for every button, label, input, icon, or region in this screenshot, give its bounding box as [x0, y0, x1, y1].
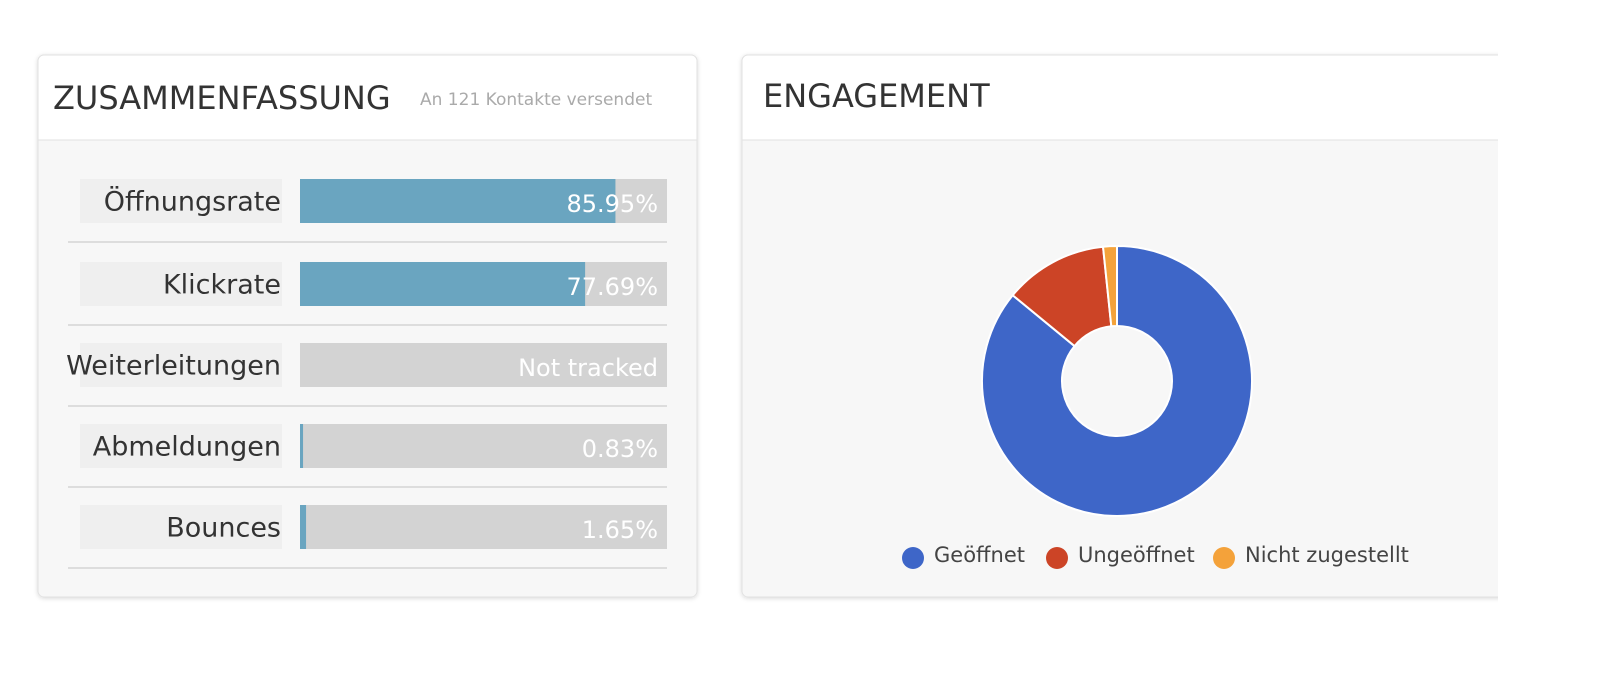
bar-value-label: Not tracked — [518, 354, 658, 382]
legend-label: Nicht zugestellt — [1245, 543, 1409, 567]
label-box — [80, 424, 282, 468]
label-box — [80, 179, 282, 223]
bar — [300, 424, 304, 468]
panel-title: ZUSAMMENFASSUNG — [53, 79, 391, 117]
bar — [300, 179, 616, 223]
legend-dot — [1213, 547, 1235, 569]
row-label: Klickrate — [163, 270, 281, 301]
label-box — [80, 262, 282, 306]
panel-title: ENGAGEMENT — [763, 77, 990, 115]
donut-slice — [1101, 244, 1118, 328]
bar-value-label: 85.95% — [566, 190, 658, 218]
legend-label: Geöffnet — [934, 543, 1025, 567]
bar-track — [300, 505, 667, 549]
viewport-edge — [1498, 40, 1600, 610]
donut-slice — [981, 244, 1253, 517]
bar-value-label: 0.83% — [582, 435, 658, 463]
legend-label: Ungeöffnet — [1078, 543, 1195, 567]
row-label: Weiterleitungen — [66, 351, 281, 382]
row-label: Bounces — [166, 513, 281, 544]
bar-track — [300, 343, 667, 387]
bar — [300, 505, 307, 549]
bar-value-label: 1.65% — [582, 516, 658, 544]
panel-subtitle: An 121 Kontakte versendet — [420, 90, 652, 110]
label-box — [80, 343, 282, 387]
panel-header — [37, 54, 698, 141]
legend-dot — [1046, 547, 1068, 569]
bar-track — [300, 424, 667, 468]
legend-dot — [902, 547, 924, 569]
bar-value-label: 77.69% — [566, 273, 658, 301]
row-label: Öffnungsrate — [104, 186, 281, 218]
row-label: Abmeldungen — [93, 432, 281, 463]
label-box — [80, 505, 282, 549]
bar — [300, 262, 586, 306]
